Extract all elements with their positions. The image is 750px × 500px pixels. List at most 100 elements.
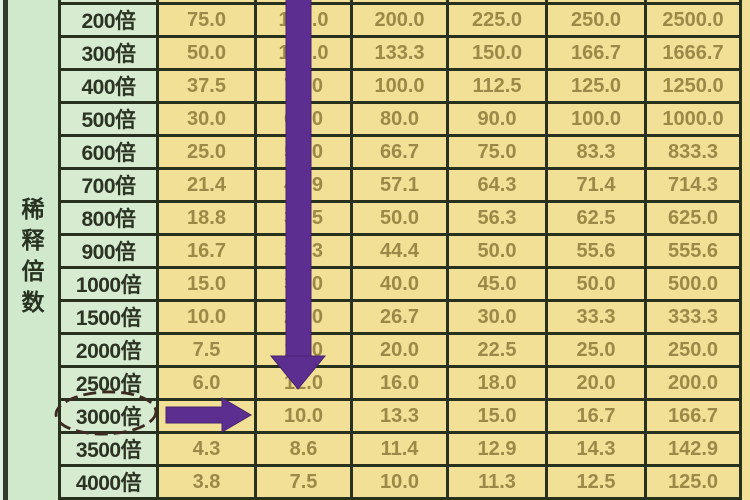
value-cell xyxy=(647,0,739,2)
value-cell: 7.5 xyxy=(257,467,350,497)
left-border-line xyxy=(3,0,8,500)
value-cell: 15.0 xyxy=(257,335,350,365)
table-row: 700倍 21.4 42.9 57.1 64.3 71.4 714.3 xyxy=(61,170,739,200)
value-cell: 200.0 xyxy=(353,5,446,35)
value-cell: 333.3 xyxy=(647,302,739,332)
value-cell: 112.5 xyxy=(449,71,545,101)
value-cell: 56.3 xyxy=(449,203,545,233)
value-cell: 50.0 xyxy=(159,38,254,68)
value-cell: 150.0 xyxy=(449,38,545,68)
value-cell xyxy=(159,0,254,2)
value-cell: 166.7 xyxy=(548,38,644,68)
row-label-cell: 3500倍 xyxy=(61,434,156,464)
value-cell: 40.0 xyxy=(353,269,446,299)
table-row: 500倍 30.0 60.0 80.0 90.0 100.0 1000.0 xyxy=(61,104,739,134)
value-cell: 4.3 xyxy=(159,434,254,464)
value-cell: 30.0 xyxy=(257,269,350,299)
value-cell: 250.0 xyxy=(548,5,644,35)
value-cell: 75.0 xyxy=(159,5,254,35)
value-cell: 1000.0 xyxy=(647,104,739,134)
value-cell: 50.0 xyxy=(257,137,350,167)
row-header-char: 释 xyxy=(21,227,45,253)
value-cell: 66.7 xyxy=(353,137,446,167)
value-cell: 80.0 xyxy=(353,104,446,134)
row-label-cell: 2500倍 xyxy=(61,368,156,398)
value-cell: 15.0 xyxy=(449,401,545,431)
value-cell xyxy=(353,0,446,2)
table-row: 900倍 16.7 33.3 44.4 50.0 55.6 555.6 xyxy=(61,236,739,266)
value-cell: 250.0 xyxy=(647,335,739,365)
value-cell: 100.0 xyxy=(353,71,446,101)
row-header-sidebar: 稀 释 倍 数 xyxy=(8,0,58,500)
value-cell: 50.0 xyxy=(548,269,644,299)
table-row: 1500倍 10.0 20.0 26.7 30.0 33.3 333.3 xyxy=(61,302,739,332)
value-cell: 10.0 xyxy=(257,401,350,431)
row-label-cell: 2000倍 xyxy=(61,335,156,365)
value-cell: 71.4 xyxy=(548,170,644,200)
value-cell: 33.3 xyxy=(257,236,350,266)
dilution-table: 200倍 75.0 150.0 200.0 225.0 250.0 2500.0 300倍 50… xyxy=(58,0,742,500)
value-cell: 1250.0 xyxy=(647,71,739,101)
value-cell: 90.0 xyxy=(449,104,545,134)
value-cell: 500.0 xyxy=(647,269,739,299)
row-label-cell: 200倍 xyxy=(61,5,156,35)
value-cell: 200.0 xyxy=(647,368,739,398)
value-cell xyxy=(257,0,350,2)
value-cell: 166.7 xyxy=(647,401,739,431)
table-row: 300倍 50.0 100.0 133.3 150.0 166.7 1666.7 xyxy=(61,38,739,68)
value-cell: 13.3 xyxy=(353,401,446,431)
value-cell: 18.8 xyxy=(159,203,254,233)
value-cell: 22.5 xyxy=(449,335,545,365)
value-cell: 3.8 xyxy=(159,467,254,497)
value-cell: 714.3 xyxy=(647,170,739,200)
row-header-char: 倍 xyxy=(21,258,45,284)
row-label-cell: 600倍 xyxy=(61,137,156,167)
table-row: 2000倍 7.5 15.0 20.0 22.5 25.0 250.0 xyxy=(61,335,739,365)
value-cell: 150.0 xyxy=(257,5,350,35)
value-cell: 83.3 xyxy=(548,137,644,167)
row-label-cell xyxy=(61,0,156,2)
value-cell: 133.3 xyxy=(353,38,446,68)
value-cell: 100.0 xyxy=(257,38,350,68)
value-cell: 75.0 xyxy=(257,71,350,101)
value-cell: 833.3 xyxy=(647,137,739,167)
table-row-partial-top xyxy=(61,0,739,2)
value-cell: 45.0 xyxy=(449,269,545,299)
value-cell: 12.9 xyxy=(449,434,545,464)
value-cell: 64.3 xyxy=(449,170,545,200)
value-cell: 1666.7 xyxy=(647,38,739,68)
value-cell: 18.0 xyxy=(449,368,545,398)
value-cell: 12.5 xyxy=(548,467,644,497)
value-cell: 42.9 xyxy=(257,170,350,200)
value-cell: 625.0 xyxy=(647,203,739,233)
value-cell: 50.0 xyxy=(449,236,545,266)
value-cell: 12.0 xyxy=(257,368,350,398)
value-cell: 14.3 xyxy=(548,434,644,464)
value-cell: 20.0 xyxy=(548,368,644,398)
value-cell: 25.0 xyxy=(548,335,644,365)
value-cell: 37.5 xyxy=(257,203,350,233)
value-cell: 20.0 xyxy=(257,302,350,332)
value-cell: 16.7 xyxy=(548,401,644,431)
row-label-cell: 700倍 xyxy=(61,170,156,200)
row-label-cell: 900倍 xyxy=(61,236,156,266)
row-label-cell: 800倍 xyxy=(61,203,156,233)
row-label-cell: 4000倍 xyxy=(61,467,156,497)
table-row: 200倍 75.0 150.0 200.0 225.0 250.0 2500.0 xyxy=(61,5,739,35)
value-cell: 125.0 xyxy=(647,467,739,497)
row-label-cell: 500倍 xyxy=(61,104,156,134)
value-cell: 57.1 xyxy=(353,170,446,200)
row-label-cell: 1000倍 xyxy=(61,269,156,299)
value-cell: 6.0 xyxy=(159,368,254,398)
value-cell: 30.0 xyxy=(159,104,254,134)
table-row: 1000倍 15.0 30.0 40.0 45.0 50.0 500.0 xyxy=(61,269,739,299)
table-row: 3000倍 10.0 13.3 15.0 16.7 166.7 xyxy=(61,401,739,431)
value-cell: 225.0 xyxy=(449,5,545,35)
row-header-char: 数 xyxy=(21,289,45,315)
value-cell: 60.0 xyxy=(257,104,350,134)
value-cell: 11.4 xyxy=(353,434,446,464)
row-label-cell: 300倍 xyxy=(61,38,156,68)
row-label-cell: 400倍 xyxy=(61,71,156,101)
value-cell: 62.5 xyxy=(548,203,644,233)
